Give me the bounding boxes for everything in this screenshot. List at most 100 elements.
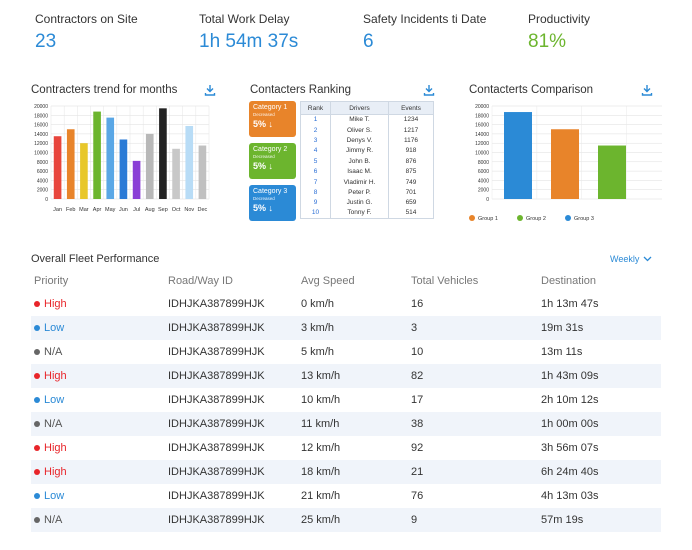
- ranking-rank: 1: [300, 114, 331, 125]
- y-tick-label: 12000: [34, 141, 48, 147]
- ranking-rank: 7: [300, 176, 331, 188]
- legend-label: Group 1: [478, 216, 498, 222]
- bar-jan: [53, 136, 62, 199]
- bar-group-2: [598, 145, 626, 199]
- road-cell: IDHJKA387899HJK: [168, 466, 265, 478]
- x-tick-label: Apr: [93, 207, 102, 213]
- category-title: Category 3: [253, 188, 288, 195]
- speed-cell: 10 km/h: [301, 394, 341, 406]
- priority-dot-icon: [34, 349, 40, 355]
- ranking-events: 514: [388, 208, 434, 219]
- y-tick-label: 10000: [34, 151, 48, 157]
- dest-cell: 3h 56m 07s: [541, 442, 599, 454]
- trend-bar-chart: 2000018000160001400012000100008000600040…: [34, 104, 210, 213]
- ranking-rank: 8: [300, 187, 331, 198]
- vehicles-cell: 92: [411, 442, 424, 454]
- legend-dot-icon: [517, 215, 523, 221]
- priority-header: Priority: [34, 275, 69, 287]
- category-pct: 5% ↓: [253, 119, 274, 129]
- fleet-header-row: Priority Road/Way ID Avg Speed Total Veh…: [31, 270, 661, 292]
- kpi-safety-incidents: Safety Incidents ti Date 6: [363, 12, 486, 53]
- ranking-rank: 3: [300, 135, 331, 146]
- road-cell: IDHJKA387899HJK: [168, 514, 265, 526]
- dest-cell: 4h 13m 03s: [541, 490, 599, 502]
- x-tick-label: Jan: [53, 207, 62, 213]
- bar-group-1: [551, 129, 579, 199]
- table-row[interactable]: N/A IDHJKA387899HJK 11 km/h 38 1h 00m 00s: [31, 412, 661, 436]
- vehicles-cell: 16: [411, 298, 424, 310]
- bar-dec: [198, 145, 207, 199]
- ranking-driver: Jimmy R.: [330, 145, 389, 157]
- weekly-label: Weekly: [610, 254, 640, 264]
- speed-cell: 0 km/h: [301, 298, 335, 310]
- ranking-driver: Justin G.: [330, 197, 389, 209]
- x-tick-label: Feb: [66, 207, 75, 213]
- rank-header: Rank: [300, 101, 331, 115]
- vehicles-cell: 38: [411, 418, 424, 430]
- y-tick-label: 18000: [475, 113, 489, 119]
- fleet-title: Overall Fleet Performance: [31, 253, 160, 265]
- y-tick-label: 8000: [37, 160, 48, 166]
- speed-cell: 3 km/h: [301, 322, 335, 334]
- road-cell: IDHJKA387899HJK: [168, 394, 265, 406]
- vehicles-cell: 82: [411, 370, 424, 382]
- ranking-driver: Isaac M.: [330, 166, 389, 177]
- table-row[interactable]: Low IDHJKA387899HJK 10 km/h 17 2h 10m 12s: [31, 388, 661, 412]
- drivers-header: Drivers: [330, 101, 389, 115]
- ranking-driver: Tonny F.: [330, 208, 389, 219]
- trend-chart-title: Contracters trend for months: [31, 84, 178, 96]
- y-tick-label: 2000: [37, 188, 48, 194]
- ranking-title: Contacters Ranking: [250, 84, 351, 96]
- download-icon[interactable]: [204, 84, 216, 96]
- x-tick-label: Dec: [198, 207, 208, 213]
- ranking-driver: John B.: [330, 156, 389, 167]
- road-cell: IDHJKA387899HJK: [168, 346, 265, 358]
- comparison-title: Contacterts Comparison: [469, 84, 593, 96]
- kpi-value: 23: [35, 31, 57, 52]
- events-header: Events: [388, 101, 434, 115]
- road-header: Road/Way ID: [168, 275, 234, 287]
- x-tick-label: Oct: [172, 207, 181, 213]
- vehicles-cell: 3: [411, 322, 418, 334]
- legend-dot-icon: [469, 215, 475, 221]
- y-tick-label: 14000: [34, 132, 48, 138]
- bar-may: [106, 117, 115, 199]
- table-row[interactable]: N/A IDHJKA387899HJK 5 km/h 10 13m 11s: [31, 340, 661, 364]
- y-tick-label: 8000: [478, 160, 489, 166]
- category-card-1: Category 1 Decreased 5% ↓: [249, 101, 296, 137]
- download-icon[interactable]: [641, 84, 653, 96]
- y-tick-label: 4000: [478, 178, 489, 184]
- priority-dot-icon: [34, 469, 40, 475]
- legend-label: Group 3: [574, 216, 594, 222]
- vehicles-cell: 76: [411, 490, 424, 502]
- table-row[interactable]: High IDHJKA387899HJK 0 km/h 16 1h 13m 47s: [31, 292, 661, 316]
- destination-header: Destination: [541, 275, 597, 287]
- priority-dot-icon: [34, 493, 40, 499]
- kpi-label: Total Work Delay: [199, 12, 290, 26]
- speed-cell: 13 km/h: [301, 370, 341, 382]
- ranking-rank: 2: [300, 124, 331, 136]
- table-row[interactable]: High IDHJKA387899HJK 12 km/h 92 3h 56m 07s: [31, 436, 661, 460]
- table-row[interactable]: Low IDHJKA387899HJK 21 km/h 76 4h 13m 03s: [31, 484, 661, 508]
- ranking-events: 876: [388, 156, 434, 167]
- bar-nov: [185, 125, 194, 199]
- kpi-value: 1h 54m 37s: [199, 31, 299, 52]
- kpi-value: 6: [363, 31, 374, 52]
- y-tick-label: 20000: [475, 104, 489, 110]
- dest-cell: 57m 19s: [541, 514, 584, 526]
- bar-jun: [119, 139, 128, 199]
- kpi-work-delay: Total Work Delay 1h 54m 37s: [199, 12, 298, 53]
- table-row[interactable]: Low IDHJKA387899HJK 3 km/h 3 19m 31s: [31, 316, 661, 340]
- ranking-row: 3 Denys V. 1176: [300, 135, 434, 146]
- priority-label: N/A: [44, 418, 63, 430]
- priority-cell: Low: [31, 394, 168, 406]
- priority-label: High: [44, 298, 67, 310]
- table-row[interactable]: High IDHJKA387899HJK 18 km/h 21 6h 24m 40s: [31, 460, 661, 484]
- ranking-driver: Peter P.: [330, 187, 389, 198]
- download-icon[interactable]: [423, 84, 435, 96]
- table-row[interactable]: N/A IDHJKA387899HJK 25 km/h 9 57m 19s: [31, 508, 661, 532]
- table-row[interactable]: High IDHJKA387899HJK 13 km/h 82 1h 43m 09s: [31, 364, 661, 388]
- weekly-dropdown[interactable]: Weekly: [610, 254, 652, 264]
- dest-cell: 13m 11s: [541, 346, 583, 358]
- ranking-header-row: Rank Drivers Events: [300, 101, 434, 115]
